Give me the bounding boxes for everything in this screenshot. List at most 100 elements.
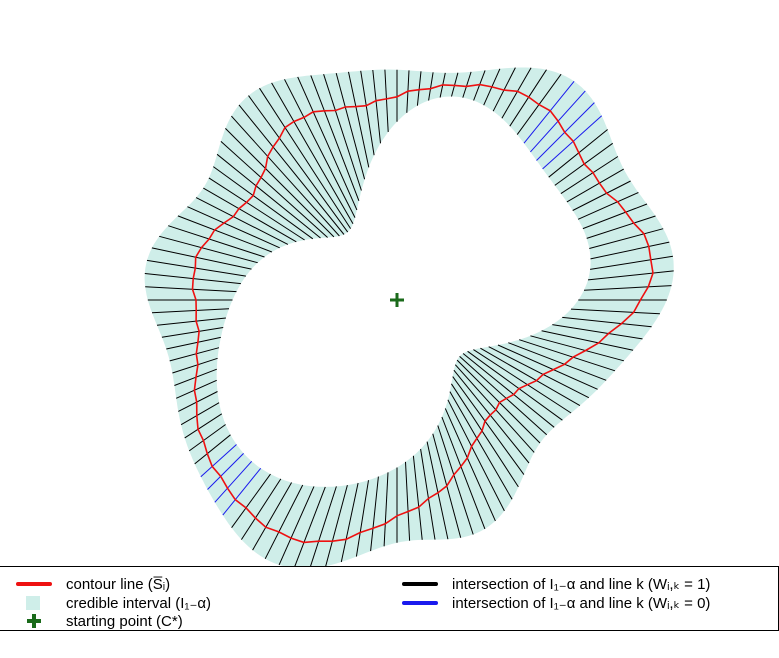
radial-segment	[508, 342, 607, 381]
radial-segment	[587, 270, 674, 281]
radial-segment	[384, 69, 389, 133]
radial-segment	[462, 353, 555, 428]
radial-segment	[175, 379, 217, 399]
radial-segment	[488, 346, 590, 399]
legend-intersection-w1: intersection of I₁₋α and line k (Wᵢ,ₖ = …	[398, 575, 710, 593]
radial-segment	[231, 115, 340, 237]
radial-segment	[542, 115, 603, 170]
radial-segment	[151, 247, 252, 270]
radial-segment	[560, 156, 619, 195]
radial-segment	[355, 480, 369, 557]
radial-segment	[252, 482, 293, 551]
radial-segment	[335, 72, 366, 180]
radial-segment	[566, 168, 624, 203]
radial-segment	[222, 467, 262, 516]
radial-segment	[447, 399, 505, 512]
radial-segment	[207, 453, 244, 490]
radial-segment	[146, 259, 246, 277]
black-line-icon	[398, 575, 442, 593]
radial-segment	[453, 369, 530, 464]
radial-segment	[572, 180, 631, 211]
radial-segment	[220, 141, 328, 238]
radial-segment	[310, 75, 360, 201]
plus-vertical	[395, 293, 399, 307]
legend: contour line (S̅ᵢ) credible interval (I₁…	[0, 566, 779, 631]
radial-segment	[562, 316, 652, 328]
radial-segment	[372, 69, 381, 144]
radial-segment	[462, 71, 472, 98]
radial-segment	[426, 441, 449, 540]
radial-segment	[180, 402, 220, 426]
radial-segment	[159, 235, 258, 264]
contour-figure	[144, 67, 674, 566]
radial-segment	[420, 448, 436, 540]
radial-segment	[459, 356, 548, 436]
radial-segment	[467, 350, 563, 421]
blue-line-icon	[398, 594, 442, 612]
radial-segment	[428, 72, 434, 101]
radial-segment	[589, 228, 664, 249]
radial-segment	[405, 461, 411, 541]
radial-segment	[310, 486, 337, 566]
radial-segment	[271, 82, 354, 225]
radial-segment	[536, 102, 595, 161]
radial-segment	[480, 347, 581, 407]
radial-segment	[156, 317, 226, 326]
radial-segment	[177, 215, 273, 253]
radial-segment	[200, 444, 237, 478]
radial-segment	[360, 70, 375, 156]
radial-segment	[323, 74, 362, 191]
radial-segment	[325, 484, 348, 566]
radial-segment	[530, 335, 625, 362]
legend-intersection-w0: intersection of I₁₋α and line k (Wᵢ,ₖ = …	[398, 594, 710, 612]
legend-contour: contour line (S̅ᵢ)	[12, 575, 170, 593]
credible-interval-area	[144, 67, 674, 566]
green-plus-icon	[12, 612, 56, 630]
legend-credible-interval: credible interval (I₁₋α)	[12, 594, 211, 612]
radial-segment	[297, 76, 358, 211]
radial-segment	[214, 460, 253, 503]
radial-segment	[451, 72, 459, 97]
radial-segment	[225, 128, 335, 238]
radial-segment	[231, 473, 271, 528]
legend-intersection-w0-label: intersection of I₁₋α and line k (Wᵢ,ₖ = …	[452, 595, 711, 612]
legend-starting-point-label: starting point (C*)	[66, 612, 183, 630]
radial-segment	[184, 413, 223, 439]
radial-segment	[590, 255, 673, 270]
radial-segment	[259, 87, 352, 229]
legend-contour-label: contour line (S̅ᵢ)	[66, 575, 171, 593]
radial-segment	[582, 203, 648, 230]
radial-segment	[188, 424, 226, 452]
starting-point-marker	[390, 293, 404, 307]
radial-segment	[168, 225, 265, 258]
radial-segment	[449, 391, 513, 500]
radial-segment	[169, 347, 220, 362]
radial-segment	[145, 286, 237, 293]
radial-segment	[248, 95, 349, 233]
radial-segment	[444, 408, 496, 522]
radial-segment	[195, 197, 289, 245]
radial-segment	[586, 215, 656, 239]
radial-segment	[456, 359, 541, 444]
red-line-icon	[12, 575, 56, 593]
radial-segment	[187, 206, 280, 249]
radial-segment	[203, 187, 297, 243]
radial-segment	[523, 80, 575, 144]
radial-segment	[473, 349, 572, 414]
radial-segment	[552, 324, 643, 340]
radial-segment	[519, 339, 616, 372]
legend-credible-interval-label: credible interval (I₁₋α)	[66, 595, 212, 612]
radial-segment	[172, 357, 218, 374]
radial-segment	[238, 104, 345, 235]
credible-interval-band	[144, 67, 674, 566]
radial-segment	[194, 434, 231, 465]
radial-segment	[151, 308, 230, 314]
radial-segment	[294, 486, 326, 566]
radial-segment	[166, 336, 221, 350]
radial-segment	[590, 241, 670, 260]
radial-segment	[161, 327, 224, 338]
radial-segment	[450, 383, 519, 488]
radial-segment	[208, 177, 305, 241]
radial-segment	[370, 476, 379, 552]
radial-segment	[216, 153, 321, 239]
